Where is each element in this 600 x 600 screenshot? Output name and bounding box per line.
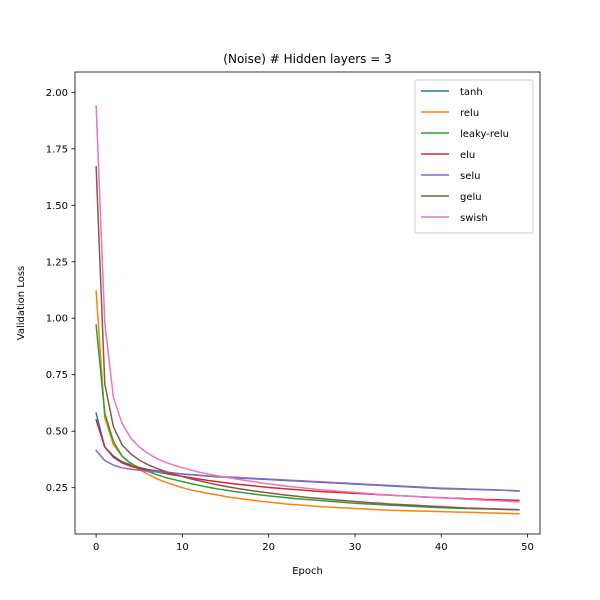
series-line-leaky-relu: [95, 324, 520, 511]
y-tick-label: 1.75: [46, 144, 68, 155]
y-tick-label: 1.00: [46, 314, 68, 325]
legend-label-tanh: tanh: [460, 87, 483, 98]
y-tick-label: 0.75: [46, 370, 68, 381]
legend: tanh relu leaky-relu elu selu gelu swish: [414, 79, 534, 234]
legend-box: [414, 79, 534, 234]
x-tick-label: 30: [349, 542, 362, 553]
x-tick-label: 10: [176, 542, 189, 553]
chart-title: (Noise) # Hidden layers = 3: [223, 52, 391, 66]
x-tick-label: 50: [521, 542, 534, 553]
x-tick-label: 20: [262, 542, 275, 553]
y-axis-label: Validation Loss: [16, 266, 27, 341]
axes-frame: [74, 71, 541, 535]
legend-label-relu: relu: [460, 108, 479, 119]
y-tick-label: 0.50: [46, 427, 68, 438]
legend-label-gelu: gelu: [460, 192, 482, 203]
series-line-relu: [95, 290, 520, 515]
y-tick-label: 2.00: [46, 88, 68, 99]
legend-label-selu: selu: [460, 171, 480, 182]
legend-label-swish: swish: [460, 213, 488, 224]
x-tick-label: 0: [93, 542, 99, 553]
series-line-swish: [95, 105, 520, 503]
series-line-selu: [95, 449, 520, 492]
legend-label-leaky-relu: leaky-relu: [460, 129, 509, 140]
series-line-gelu: [95, 166, 520, 511]
y-tick-label: 1.50: [46, 201, 68, 212]
plot-area: 0 10 20 30 40 50 0.25 0.50 0.75 1.00 1.25 1.50 1.75 2…: [46, 71, 541, 553]
x-axis-label: Epoch: [292, 566, 323, 577]
y-tick-label: 1.25: [46, 257, 68, 268]
legend-label-elu: elu: [460, 150, 475, 161]
y-tick-label: 0.25: [46, 483, 68, 494]
x-tick-label: 40: [435, 542, 448, 553]
